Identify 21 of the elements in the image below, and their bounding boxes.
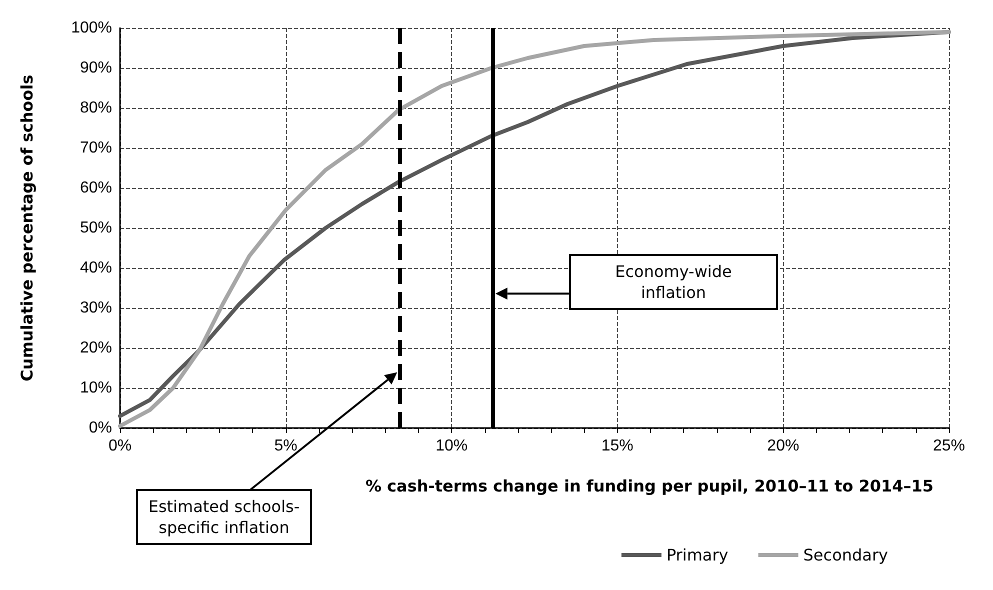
y-tick-label: 10% bbox=[80, 380, 112, 396]
x-tick-label: 10% bbox=[436, 438, 468, 454]
y-axis-title: Cumulative percentage of schools bbox=[18, 74, 36, 382]
y-tick-label: 60% bbox=[80, 180, 112, 196]
y-tick-label: 80% bbox=[80, 100, 112, 116]
x-tick-label: 15% bbox=[601, 438, 634, 454]
x-tick-label: 20% bbox=[767, 438, 800, 454]
x-tick-label: 25% bbox=[932, 438, 966, 454]
y-tick-label: 0% bbox=[88, 420, 112, 436]
y-tick-label: 50% bbox=[80, 220, 112, 236]
x-axis-title: % cash-terms change in funding per pupil, 2010–11 to 2014–15 bbox=[365, 476, 934, 496]
y-tick-label: 100% bbox=[71, 20, 112, 36]
y-tick-label: 20% bbox=[80, 340, 112, 356]
y-tick-label: 30% bbox=[80, 300, 112, 316]
legend-label: Primary bbox=[666, 546, 728, 564]
y-tick-label: 90% bbox=[80, 60, 112, 76]
y-tick-label: 40% bbox=[80, 260, 112, 276]
y-tick-label: 70% bbox=[80, 140, 112, 156]
x-tick-label: 0% bbox=[108, 438, 132, 454]
legend-label: Secondary bbox=[803, 546, 888, 564]
x-tick-label: 5% bbox=[274, 438, 298, 454]
